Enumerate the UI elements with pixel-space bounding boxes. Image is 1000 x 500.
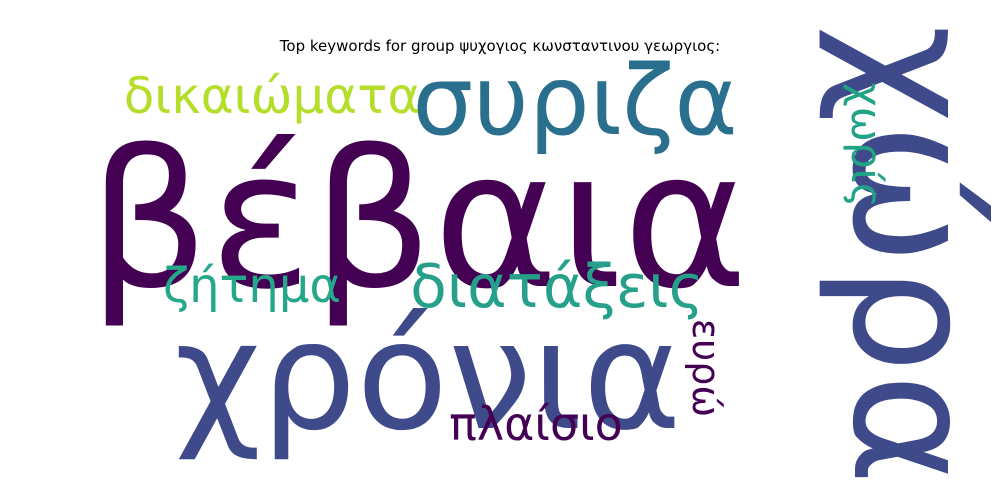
word-rank-10: ευρώ bbox=[684, 319, 728, 417]
word-rank-2: χρόνια bbox=[174, 290, 681, 464]
word-rank-4: συριζα bbox=[412, 45, 737, 157]
word-rank-5: διατάξεις bbox=[410, 252, 704, 322]
word-rank-7: ζήτημα bbox=[163, 258, 341, 314]
word-rank-3: χώρα bbox=[814, 25, 1000, 486]
chart-title: Top keywords for group ψυχογιος κωνσταντ… bbox=[279, 37, 721, 55]
word-rank-9: χωρίς bbox=[842, 83, 891, 208]
word-rank-6: δικαιώματα bbox=[124, 67, 421, 125]
word-rank-1: βέβαια bbox=[88, 110, 748, 331]
word-rank-8: πλαίσιο bbox=[449, 397, 623, 451]
